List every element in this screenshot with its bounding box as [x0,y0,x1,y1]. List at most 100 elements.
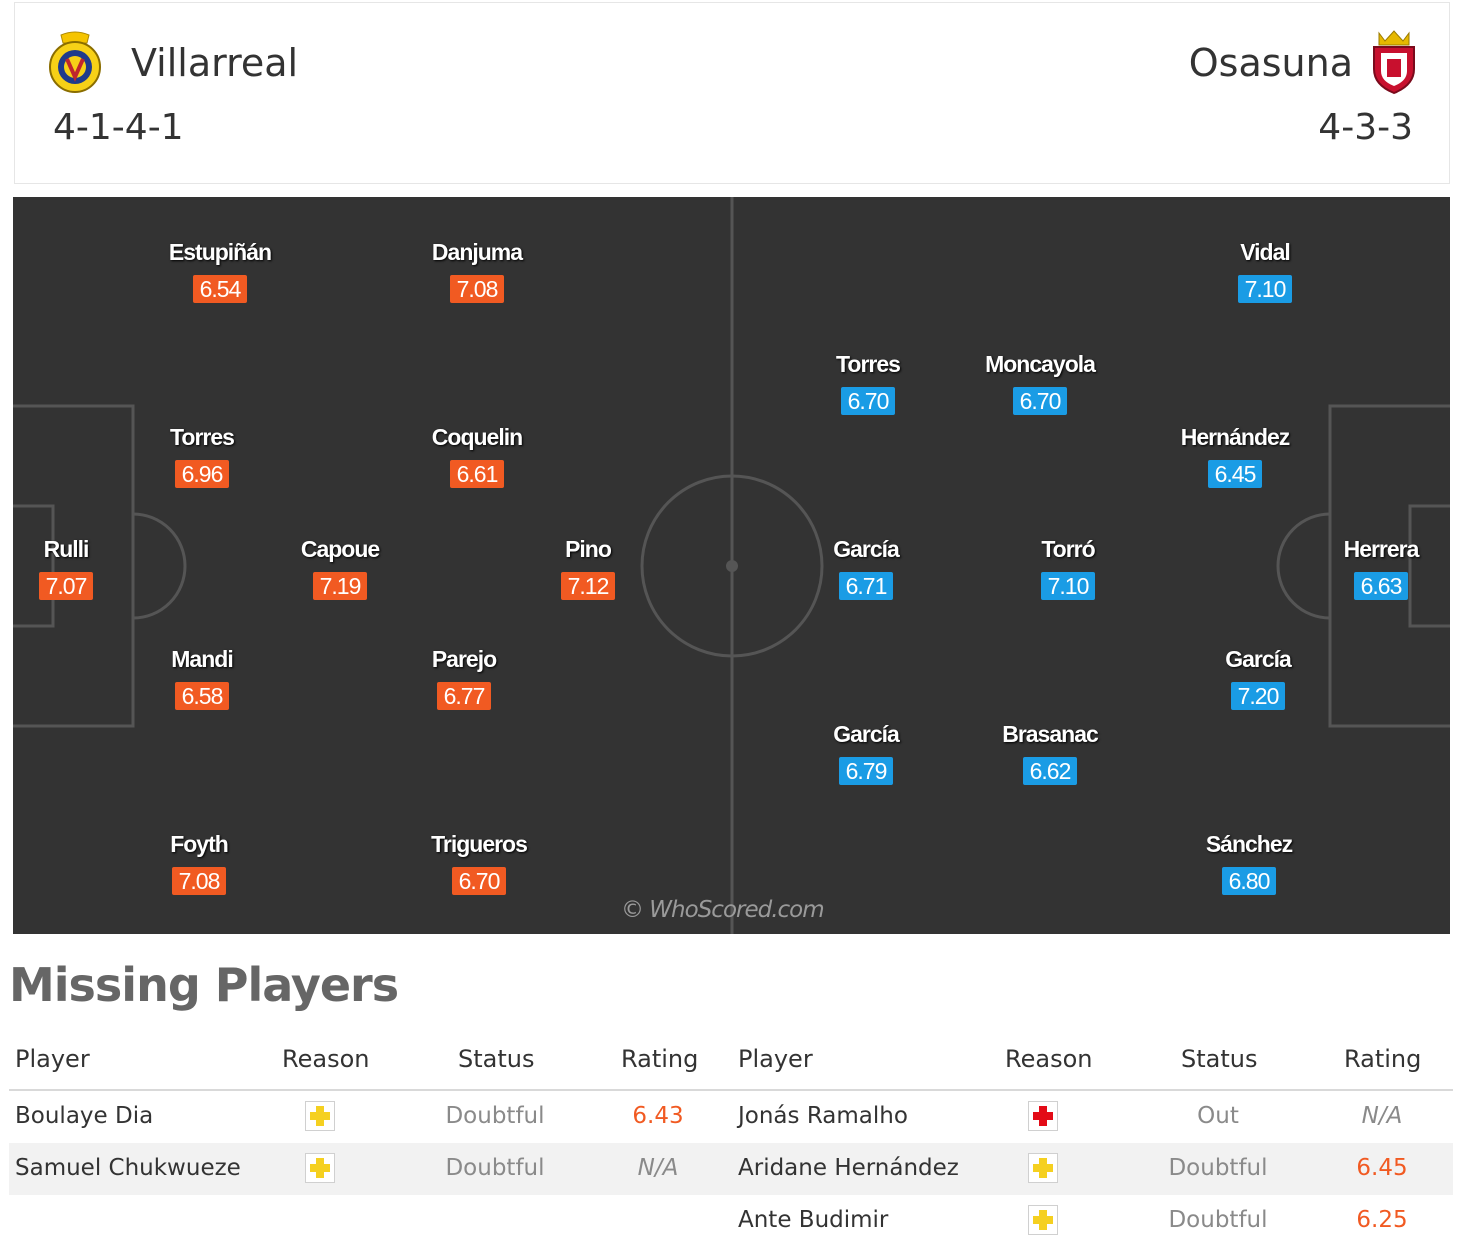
header-player-away: Player [738,1045,813,1073]
player-name: Torró [1041,536,1095,562]
home-player[interactable]: Mandi 6.58 [122,646,282,710]
player-rating: 6.61 [450,460,504,488]
player-rating: 6.79 [839,757,893,785]
away-team-name[interactable]: Osasuna [1188,41,1353,85]
home-player[interactable]: Parejo 6.77 [384,646,544,710]
player-rating: 6.71 [839,572,893,600]
player-name: Danjuma [431,239,523,265]
away-player[interactable]: Hernández 6.45 [1155,424,1315,488]
missing-players-title: Missing Players [9,958,399,1012]
away-player[interactable]: Torres 6.70 [788,351,948,415]
player-rating: 6.58 [175,682,229,710]
missing-player-name[interactable]: Jonás Ramalho [738,1103,908,1129]
player-rating: 7.08 [172,867,226,895]
header-reason-away: Reason [1005,1045,1093,1073]
missing-rating: 6.45 [1356,1155,1408,1181]
away-player[interactable]: Herrera 6.63 [1301,536,1450,600]
player-name: Moncayola [985,351,1096,377]
away-player[interactable]: Vidal 7.10 [1185,239,1345,303]
home-player[interactable]: Pino 7.12 [508,536,668,600]
missing-rating: N/A [637,1155,679,1181]
yellow-cross-icon[interactable] [1028,1153,1058,1183]
player-name: Parejo [431,646,497,672]
player-rating: 7.10 [1041,572,1095,600]
player-name: Foyth [170,831,229,857]
player-name: Brasanac [1002,721,1099,747]
player-rating: 6.54 [193,275,247,303]
table-row: Samuel Chukwueze Doubtful N/A Aridane He… [9,1143,1453,1195]
player-rating: 7.12 [561,572,615,600]
missing-player-name[interactable]: Samuel Chukwueze [15,1155,241,1181]
player-name: Mandi [171,646,233,672]
away-formation: 4-3-3 [1318,107,1413,148]
missing-player-name[interactable]: Aridane Hernández [738,1155,959,1181]
home-player[interactable]: Estupiñán 6.54 [140,239,300,303]
home-formation: 4-1-4-1 [53,107,184,148]
home-player[interactable]: Foyth 7.08 [119,831,279,895]
home-player[interactable]: Danjuma 7.08 [397,239,557,303]
missing-players-table: Player Reason Status Rating Player Reaso… [9,1032,1453,1247]
missing-status: Doubtful [1168,1155,1268,1181]
player-rating: 7.08 [450,275,504,303]
missing-player-name[interactable]: Ante Budimir [738,1207,889,1233]
player-rating: 7.10 [1238,275,1292,303]
player-name: Coquelin [431,424,523,450]
missing-rating: N/A [1361,1103,1403,1129]
player-name: Rulli [43,536,90,562]
player-rating: 6.45 [1208,460,1262,488]
player-rating: 6.70 [1013,387,1067,415]
header-status-away: Status [1181,1045,1258,1073]
header-rating-away: Rating [1344,1045,1422,1073]
missing-status: Doubtful [445,1155,545,1181]
player-name: Trigueros [431,831,528,857]
player-rating: 7.07 [39,572,93,600]
red-cross-icon[interactable] [1028,1101,1058,1131]
missing-status: Doubtful [1168,1207,1268,1233]
player-name: Torres [170,424,235,450]
player-rating: 7.19 [313,572,367,600]
away-player[interactable]: García 6.79 [786,721,946,785]
home-player[interactable]: Trigueros 6.70 [399,831,559,895]
match-header: Villarreal 4-1-4-1 Osasuna 4-3-3 [14,2,1450,184]
away-player[interactable]: Torró 7.10 [988,536,1148,600]
player-rating: 6.96 [175,460,229,488]
player-name: Torres [836,351,901,377]
player-rating: 6.70 [841,387,895,415]
missing-status: Out [1197,1103,1239,1129]
player-rating: 7.20 [1231,682,1285,710]
player-name: Vidal [1240,239,1291,265]
player-name: Hernández [1180,424,1291,450]
home-player[interactable]: Torres 6.96 [122,424,282,488]
header-reason-home: Reason [282,1045,370,1073]
away-player[interactable]: Sánchez 6.80 [1169,831,1329,895]
player-name: Estupiñán [168,239,272,265]
player-rating: 6.63 [1354,572,1408,600]
player-rating: 6.62 [1023,757,1077,785]
missing-rating: 6.25 [1356,1207,1408,1233]
yellow-cross-icon[interactable] [305,1101,335,1131]
header-rating-home: Rating [621,1045,699,1073]
player-name: García [833,536,900,562]
table-header: Player Reason Status Rating Player Reaso… [9,1032,1453,1091]
away-player[interactable]: García 7.20 [1178,646,1338,710]
player-rating: 6.80 [1222,867,1276,895]
away-player[interactable]: Moncayola 6.70 [960,351,1120,415]
player-name: García [1225,646,1292,672]
missing-player-name[interactable]: Boulaye Dia [15,1103,154,1129]
yellow-cross-icon[interactable] [1028,1205,1058,1235]
home-player[interactable]: Coquelin 6.61 [397,424,557,488]
formation-pitch: Estupiñán 6.54 Danjuma 7.08 Torres 6.96 … [13,197,1450,934]
osasuna-crest-icon[interactable] [1369,29,1419,95]
yellow-cross-icon[interactable] [305,1153,335,1183]
home-player[interactable]: Capoue 7.19 [260,536,420,600]
home-player[interactable]: Rulli 7.07 [13,536,146,600]
table-row: Boulaye Dia Doubtful 6.43 Jonás Ramalho … [9,1091,1453,1143]
home-team-name[interactable]: Villarreal [131,41,299,85]
player-name: Sánchez [1205,831,1293,857]
missing-rating: 6.43 [632,1103,684,1129]
villarreal-crest-icon[interactable] [47,29,103,95]
header-status-home: Status [458,1045,535,1073]
player-rating: 6.70 [452,867,506,895]
away-player[interactable]: García 6.71 [786,536,946,600]
away-player[interactable]: Brasanac 6.62 [970,721,1130,785]
